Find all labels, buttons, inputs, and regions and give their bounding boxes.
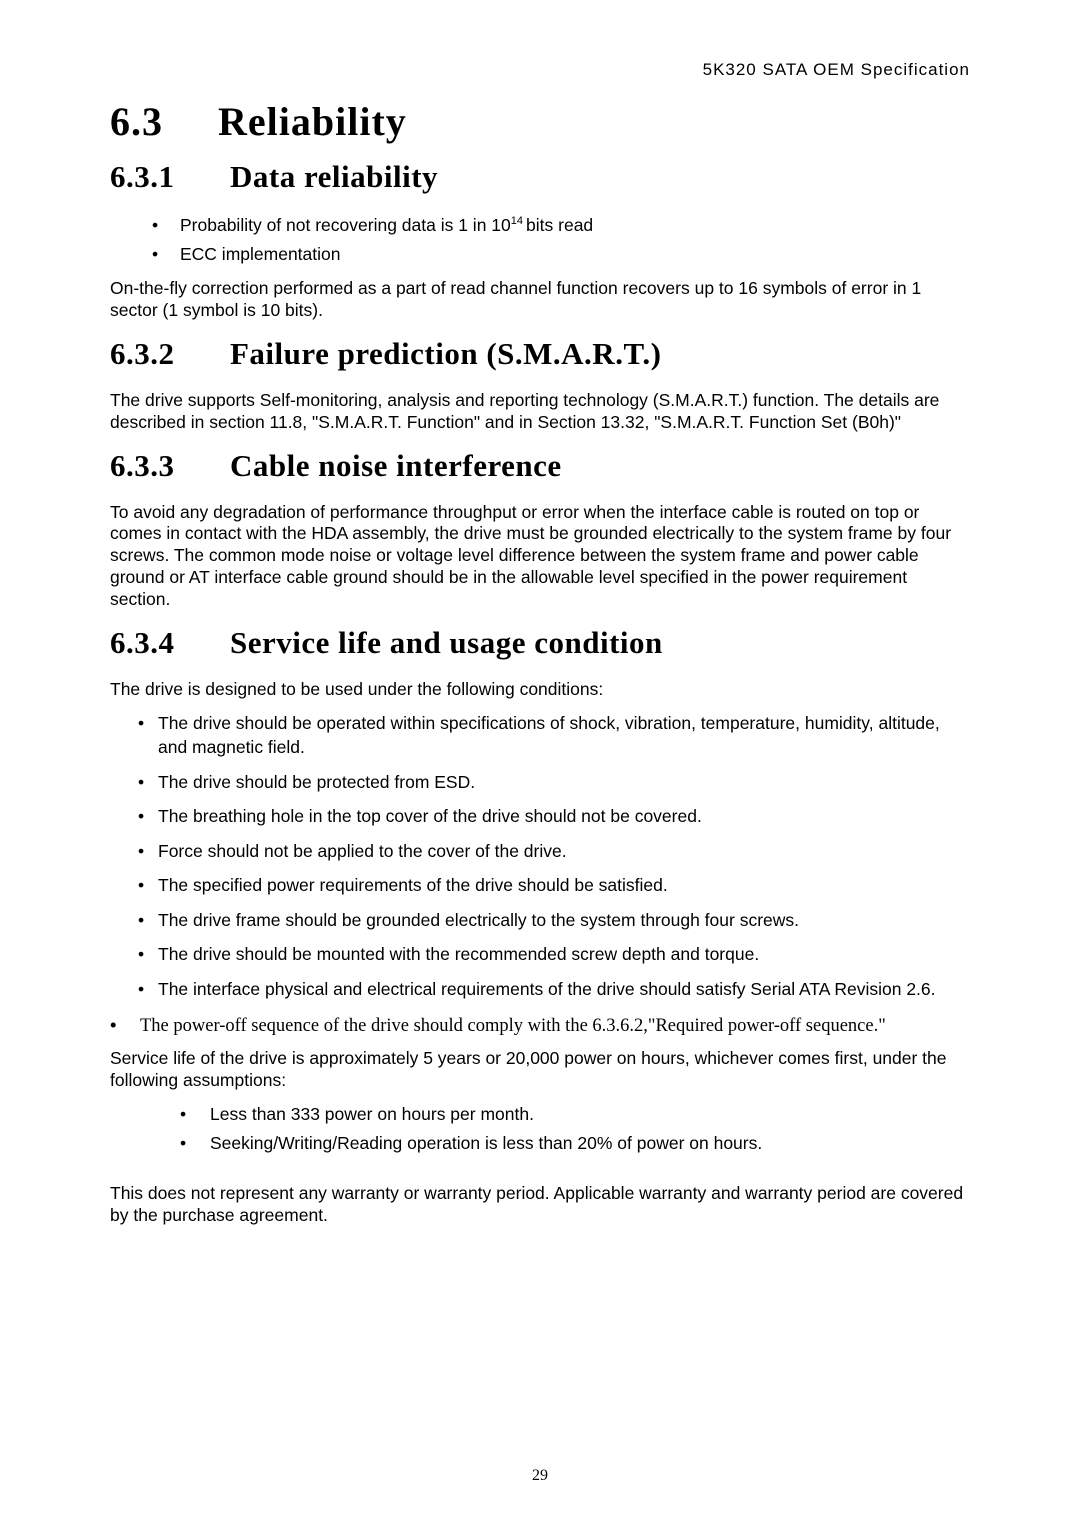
text-fragment: The power-off sequence of the drive shou… (140, 1016, 886, 1036)
list-item: The specified power requirements of the … (110, 873, 970, 898)
bullet-list: Less than 333 power on hours per month. … (110, 1102, 970, 1155)
heading-text: Failure prediction (S.M.A.R.T.) (230, 336, 661, 371)
heading-level-3: 6.3.3Cable noise interference (110, 448, 970, 484)
heading-text: Cable noise interference (230, 448, 562, 483)
paragraph: Service life of the drive is approximate… (110, 1048, 970, 1092)
heading-number: 6.3.1 (110, 159, 230, 195)
document-page: 5K320 SATA OEM Specification 6.3Reliabil… (0, 0, 1080, 1527)
paragraph: The drive supports Self-monitoring, anal… (110, 390, 970, 434)
paragraph: The drive is designed to be used under t… (110, 679, 970, 701)
text-fragment: ECC implementation (180, 244, 340, 264)
text-fragment: bits read (526, 215, 593, 235)
heading-level-3: 6.3.1Data reliability (110, 159, 970, 195)
heading-text: Reliability (218, 99, 407, 144)
bullet-marker: • (110, 1013, 140, 1037)
heading-level-3: 6.3.2Failure prediction (S.M.A.R.T.) (110, 336, 970, 372)
list-item: The breathing hole in the top cover of t… (110, 804, 970, 829)
heading-number: 6.3.4 (110, 625, 230, 661)
page-number: 29 (0, 1467, 1080, 1485)
running-header: 5K320 SATA OEM Specification (110, 60, 970, 80)
heading-number: 6.3.3 (110, 448, 230, 484)
list-item: ECC implementation (110, 242, 970, 267)
heading-number: 6.3 (110, 98, 218, 145)
heading-level-3: 6.3.4Service life and usage condition (110, 625, 970, 661)
list-item: Probability of not recovering data is 1 … (110, 213, 970, 238)
list-item: Seeking/Writing/Reading operation is les… (110, 1131, 970, 1156)
heading-text: Service life and usage condition (230, 625, 663, 660)
list-item: The drive should be operated within spec… (110, 711, 970, 760)
paragraph: To avoid any degradation of performance … (110, 502, 970, 611)
list-item: Less than 333 power on hours per month. (110, 1102, 970, 1127)
heading-number: 6.3.2 (110, 336, 230, 372)
list-item: The drive should be protected from ESD. (110, 770, 970, 795)
superscript: 14 (511, 215, 526, 227)
text-fragment: Probability of not recovering data is 1 … (180, 215, 511, 235)
list-item: The drive should be mounted with the rec… (110, 942, 970, 967)
bullet-list: The drive should be operated within spec… (110, 711, 970, 1002)
list-item: Force should not be applied to the cover… (110, 839, 970, 864)
paragraph: On-the-fly correction performed as a par… (110, 278, 970, 322)
list-item: The interface physical and electrical re… (110, 977, 970, 1002)
heading-text: Data reliability (230, 159, 438, 194)
list-item: The drive frame should be grounded elect… (110, 908, 970, 933)
serif-bullet-paragraph: •The power-off sequence of the drive sho… (110, 1013, 970, 1038)
bullet-list: Probability of not recovering data is 1 … (110, 213, 970, 266)
paragraph: This does not represent any warranty or … (110, 1183, 970, 1227)
heading-level-2: 6.3Reliability (110, 98, 970, 145)
